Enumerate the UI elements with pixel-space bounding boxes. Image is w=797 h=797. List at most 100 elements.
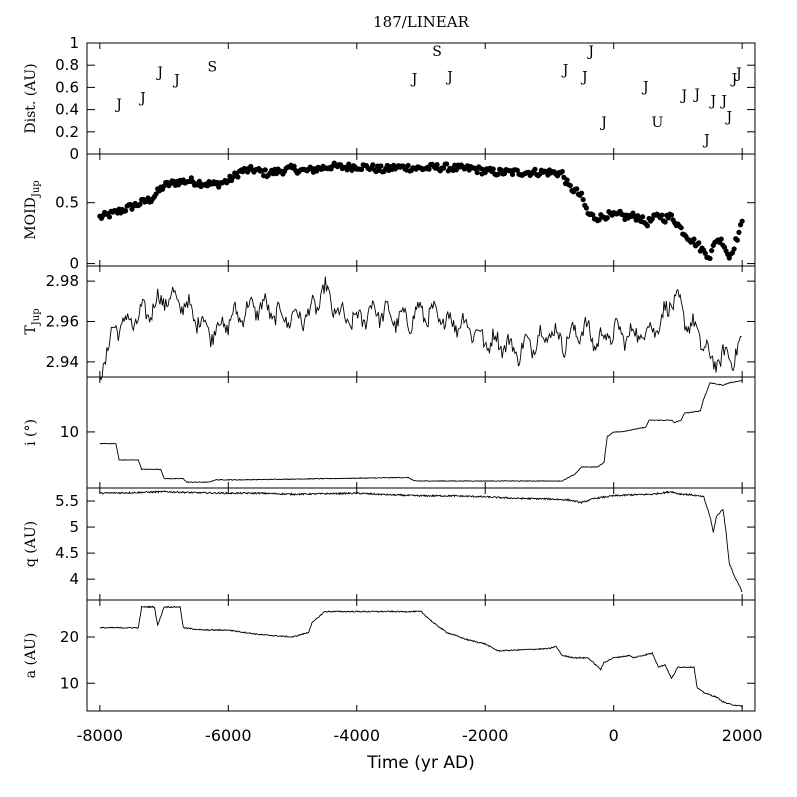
data-point	[358, 166, 365, 172]
encounter-marker: J	[114, 97, 122, 113]
data-point	[444, 161, 450, 167]
panel-frame	[86, 265, 756, 378]
data-point	[731, 246, 737, 252]
data-point	[718, 236, 724, 242]
encounter-marker: J	[172, 73, 180, 89]
y-axis-label: i (°)	[23, 419, 39, 446]
data-point	[639, 214, 646, 220]
data-point	[702, 250, 708, 256]
y-tick-label: 20	[60, 628, 79, 646]
data-point	[532, 166, 538, 172]
data-point	[644, 223, 651, 229]
data-point	[559, 168, 565, 175]
data-point	[291, 163, 297, 169]
y-tick-label: 1	[69, 34, 79, 52]
data-point	[739, 218, 745, 224]
data-point	[604, 215, 610, 221]
encounter-marker: S	[432, 44, 442, 60]
x-tick-label: -4000	[334, 726, 381, 745]
data-point	[635, 213, 641, 219]
data-point	[378, 163, 384, 169]
y-tick-label: 5	[69, 518, 79, 536]
y-tick-label: 0.5	[55, 194, 79, 212]
y-tick-label: 4.5	[55, 544, 79, 562]
data-point	[122, 208, 129, 214]
encounter-marker: J	[155, 65, 163, 81]
data-point	[474, 169, 480, 176]
encounter-marker: J	[708, 94, 716, 110]
y-tick-label: 0.6	[55, 78, 79, 96]
x-tick-label: 0	[609, 726, 619, 745]
y-axis-label: Dist. (AU)	[23, 63, 39, 133]
data-point	[145, 195, 151, 201]
data-point	[678, 225, 684, 231]
panel-frame	[86, 487, 756, 601]
y-axis-label: MOIDJup	[23, 180, 42, 239]
encounter-marker: J	[724, 109, 732, 125]
data-point	[590, 212, 596, 218]
data-point	[196, 178, 203, 184]
panel-a: 10 20 a (AU)	[23, 599, 756, 712]
y-axis-label: a (AU)	[23, 633, 39, 679]
x-tick-label: -2000	[462, 726, 509, 745]
data-point	[434, 161, 440, 168]
data-point	[490, 166, 496, 172]
panel-q: 4 4.5 5 5.5 q (AU)	[23, 487, 756, 601]
encounter-marker: J	[445, 69, 453, 85]
y-tick-label: 2.96	[46, 313, 79, 331]
data-point	[495, 171, 501, 177]
encounter-marker: J	[138, 90, 146, 106]
y-axis-label: TJup	[23, 308, 42, 334]
data-point	[230, 174, 236, 180]
encounter-marker: J	[692, 87, 700, 103]
data-point	[405, 162, 411, 169]
panel-frame	[86, 599, 756, 712]
panel-frame	[86, 376, 756, 489]
data-point	[736, 229, 742, 235]
data-point	[235, 174, 241, 180]
y-tick-label: 0.2	[55, 123, 79, 141]
data-point	[426, 166, 432, 172]
y-axis-label: q (AU)	[23, 521, 39, 567]
data-point	[509, 171, 516, 178]
y-tick-label: 4	[69, 570, 79, 588]
data-point	[153, 191, 159, 197]
data-point	[668, 212, 675, 218]
x-tick-label: -8000	[77, 726, 124, 745]
x-axis: -8000 -6000 -4000 -2000 0 2000	[77, 726, 763, 745]
encounter-marker: J	[730, 72, 738, 88]
data-point	[440, 165, 447, 171]
x-tick-label: 2000	[722, 726, 763, 745]
panel-moid: 0 0.5 MOIDJup	[23, 153, 756, 273]
chart-title: 187/LINEAR	[373, 13, 469, 31]
series-line	[99, 605, 743, 708]
encounter-marker: J	[680, 88, 688, 104]
data-point	[691, 236, 697, 242]
data-point	[501, 170, 508, 177]
data-point	[662, 219, 668, 225]
encounter-marker: J	[734, 66, 742, 82]
data-point	[659, 212, 665, 218]
y-tick-label: 0	[69, 255, 79, 273]
encounter-marker: J	[719, 94, 727, 110]
data-point	[137, 201, 143, 207]
encounter-marker: S	[207, 59, 217, 75]
encounter-marker: J	[702, 133, 710, 149]
encounter-marker: J	[410, 72, 418, 88]
data-point	[734, 237, 740, 243]
data-point	[262, 167, 268, 173]
encounter-marker: U	[651, 115, 663, 131]
series-line	[99, 276, 742, 381]
data-point	[106, 214, 113, 220]
data-point	[580, 196, 586, 203]
data-point	[726, 255, 732, 261]
series-line	[99, 490, 743, 593]
y-tick-label: 0	[69, 145, 79, 163]
encounter-marker: J	[561, 63, 569, 79]
data-point	[709, 247, 715, 254]
y-tick-label: 2.98	[46, 272, 79, 290]
data-point	[216, 184, 222, 190]
data-point	[188, 175, 194, 181]
